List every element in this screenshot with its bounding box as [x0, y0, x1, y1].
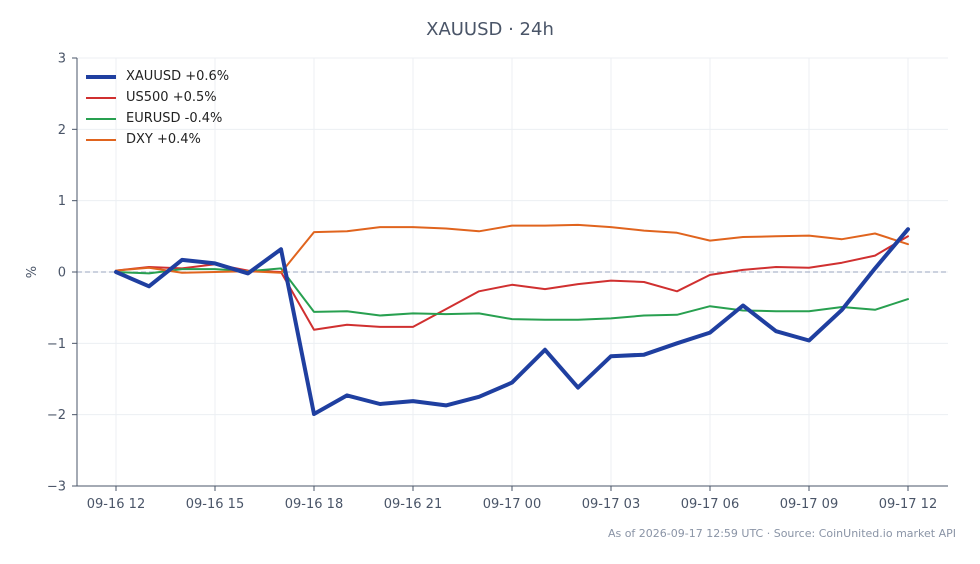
- series-line-xauusd: [114, 227, 910, 416]
- legend-item: EURUSD -0.4%: [86, 108, 229, 129]
- y-tick-label: −3: [47, 480, 66, 495]
- x-tick-label: 09-16 15: [186, 497, 244, 512]
- chart-legend: XAUUSD +0.6% US500 +0.5% EURUSD -0.4% DXY +…: [86, 66, 229, 150]
- x-tick-label: 09-17 03: [582, 497, 640, 512]
- y-tick-label: 2: [58, 123, 66, 138]
- y-axis-label: %: [25, 266, 40, 278]
- legend-swatch: [86, 117, 116, 120]
- y-tick-label: 1: [58, 194, 66, 209]
- legend-label: US500 +0.5%: [126, 90, 217, 105]
- legend-label: XAUUSD +0.6%: [126, 69, 230, 84]
- x-tick-label: 09-17 06: [681, 497, 739, 512]
- x-tick-label: 09-16 18: [285, 497, 343, 512]
- legend-label: DXY +0.4%: [126, 132, 201, 147]
- legend-swatch: [86, 138, 116, 141]
- legend-label: EURUSD -0.4%: [126, 111, 223, 126]
- y-tick-label: −2: [47, 408, 66, 423]
- x-tick-label: 09-17 12: [879, 497, 937, 512]
- legend-item: XAUUSD +0.6%: [86, 66, 229, 87]
- legend-item: DXY +0.4%: [86, 129, 229, 150]
- source-footnote: As of 2026-09-17 12:59 UTC · Source: Coi…: [607, 527, 956, 540]
- y-tick-label: −1: [47, 337, 66, 352]
- legend-item: US500 +0.5%: [86, 87, 229, 108]
- x-tick-label: 09-17 09: [780, 497, 838, 512]
- x-tick-label: 09-16 12: [87, 497, 145, 512]
- x-tick-label: 09-16 21: [384, 497, 442, 512]
- x-tick-label: 09-17 00: [483, 497, 541, 512]
- legend-swatch: [86, 96, 116, 99]
- y-tick-label: 3: [58, 52, 66, 67]
- y-tick-label: 0: [58, 266, 66, 281]
- chart-title: XAUUSD · 24h: [426, 19, 554, 40]
- legend-swatch: [86, 74, 116, 79]
